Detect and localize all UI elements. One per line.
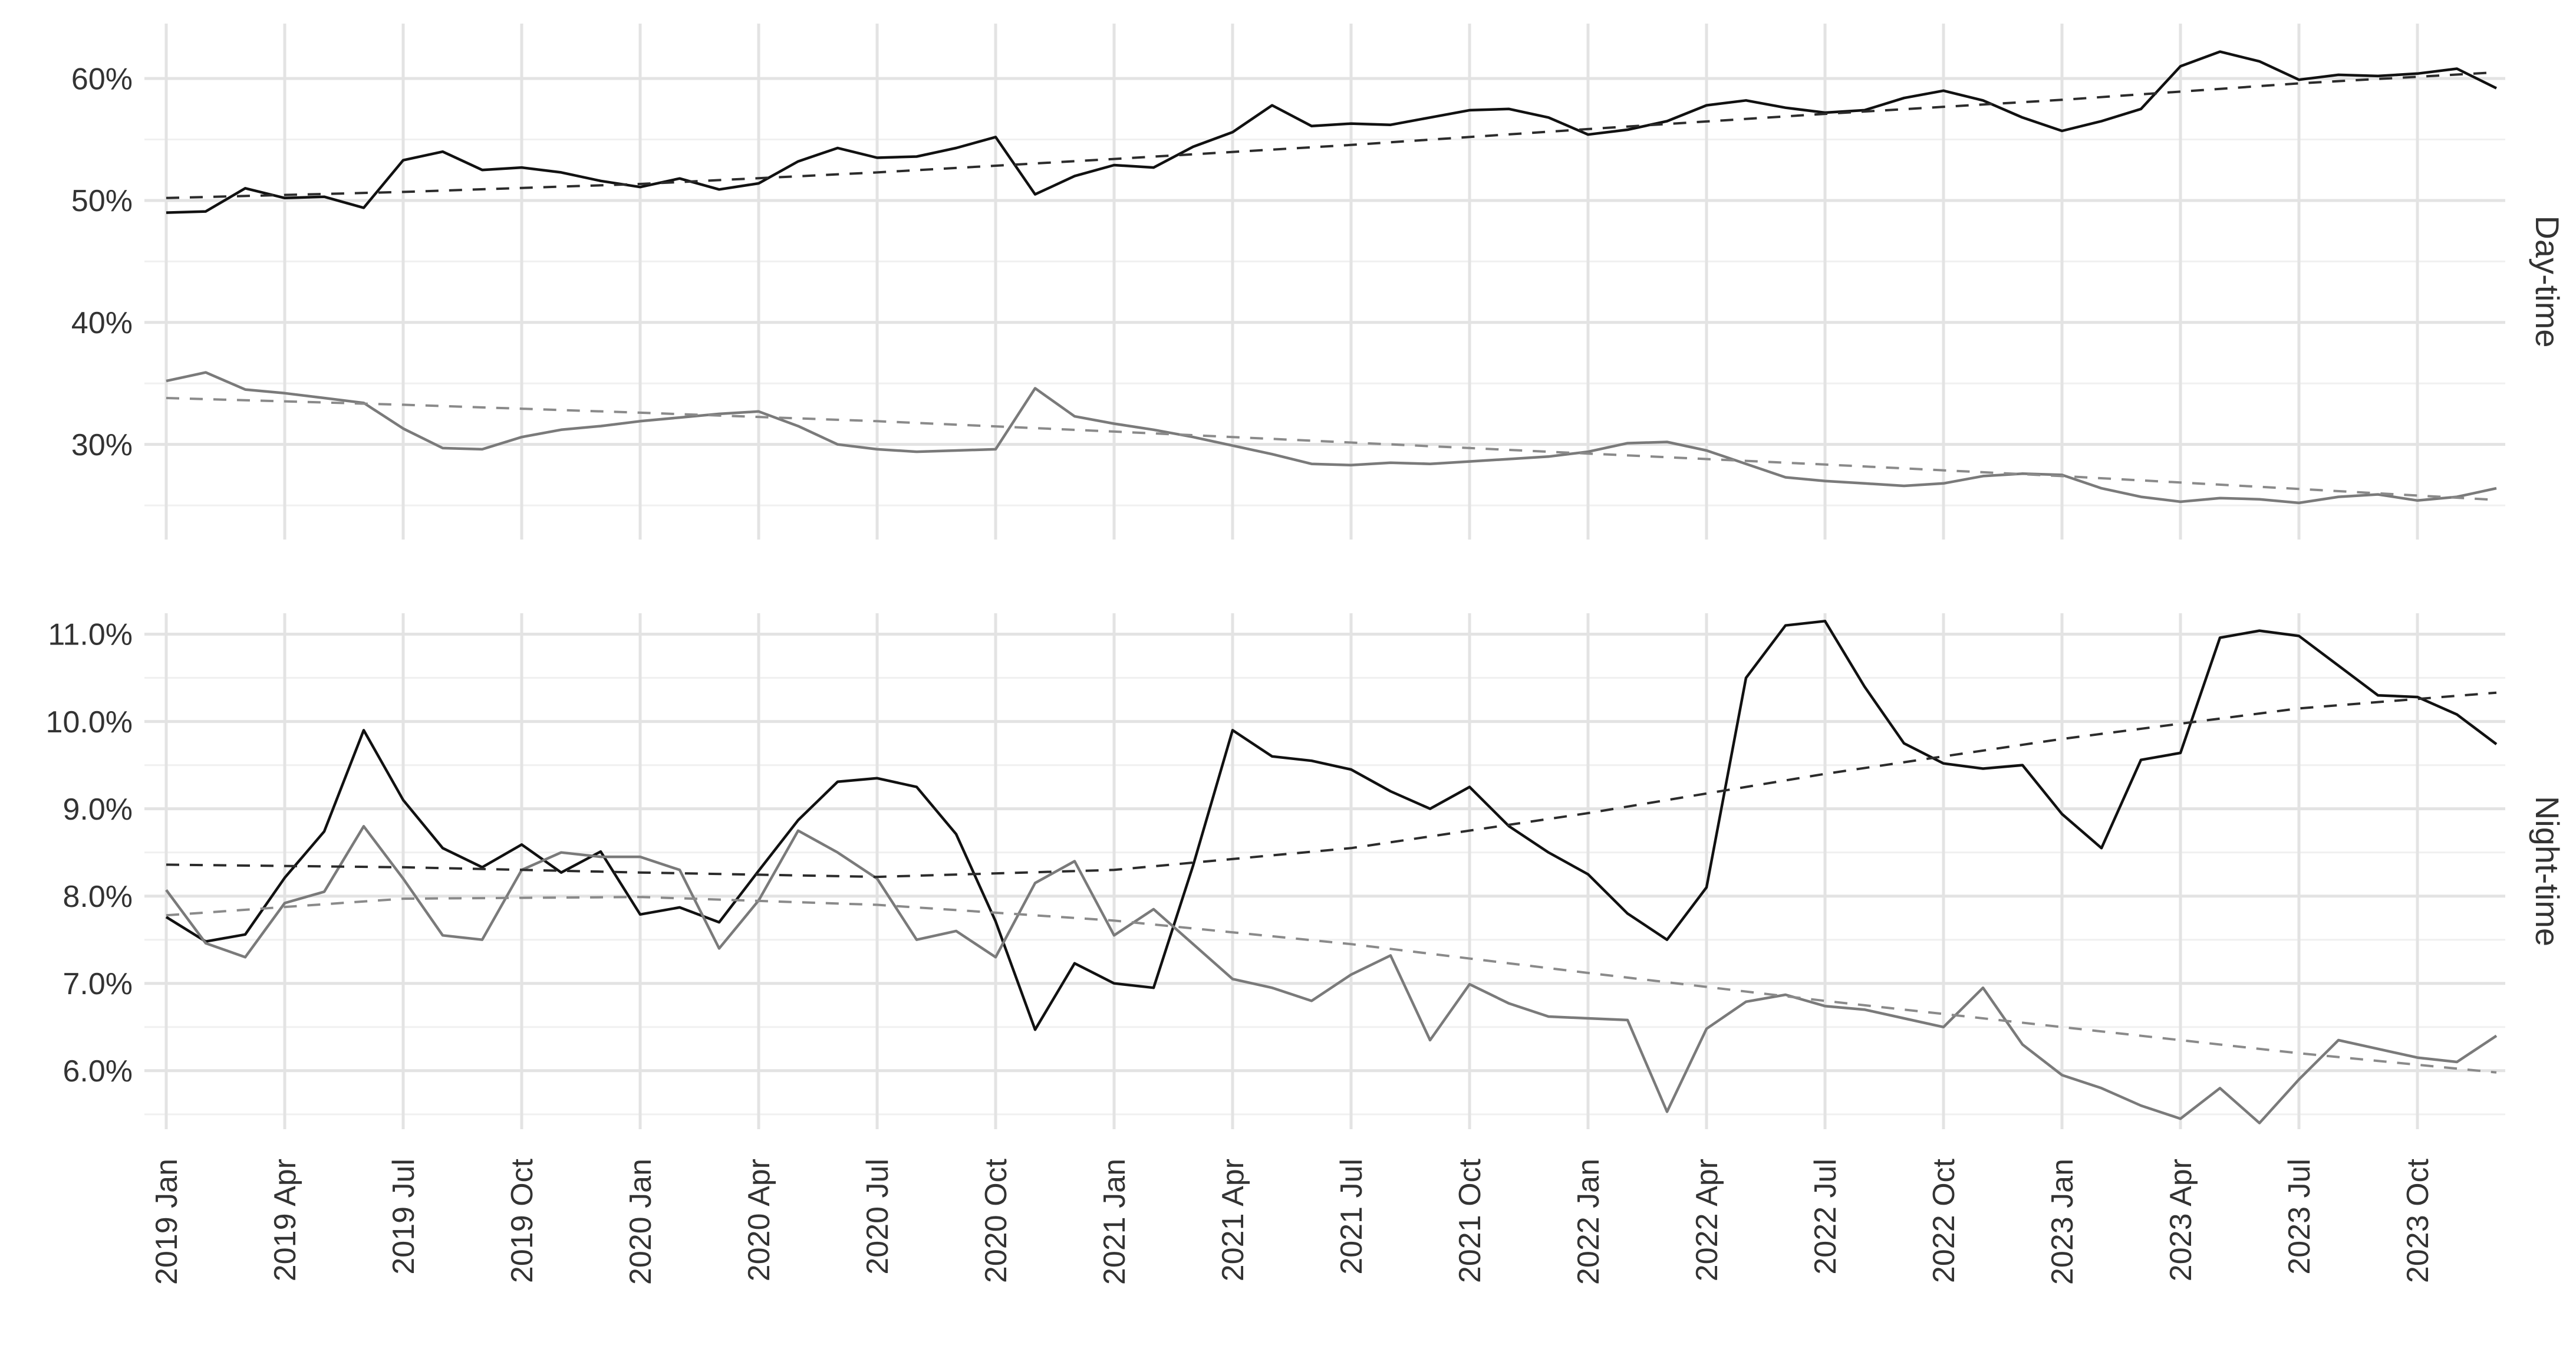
x-tick-label: 2019 Jan	[150, 1159, 184, 1285]
series-night-black-trend-dashed	[166, 691, 2497, 879]
panel-night-time: 11.0% 10.0% 9.0% 8.0% 7.0% 6.0% Night-time	[46, 613, 2566, 1129]
series-night-share-black-solid	[165, 620, 2498, 1031]
x-tick-label: 2019 Oct	[505, 1158, 539, 1283]
x-tick-label: 2022 Apr	[1690, 1159, 1724, 1281]
x-tick-label: 2023 Apr	[2164, 1159, 2198, 1281]
facet-label-night-time: Night-time	[2529, 796, 2566, 946]
series-night-share-gray-solid	[165, 825, 2498, 1124]
x-tick-label: 2023 Oct	[2401, 1158, 2435, 1283]
x-tick-label: 2020 Jul	[861, 1159, 895, 1275]
x-tick-label: 2021 Apr	[1216, 1159, 1250, 1281]
facet-label-day-time: Day-time	[2529, 215, 2566, 347]
series-day-gray-trend-dashed	[166, 397, 2497, 501]
x-tick-label: 2022 Oct	[1927, 1158, 1961, 1283]
y-tick-label: 30%	[71, 428, 133, 462]
series-day-share-black-solid	[166, 50, 2497, 214]
x-tick-label: 2019 Apr	[268, 1159, 302, 1281]
x-tick-label: 2021 Jul	[1335, 1159, 1369, 1275]
y-tick-label: 60%	[71, 62, 133, 96]
x-tick-label: 2020 Apr	[742, 1159, 776, 1281]
y-tick-label: 7.0%	[62, 967, 133, 1001]
x-tick-label: 2022 Jan	[1572, 1159, 1606, 1285]
y-tick-label: 10.0%	[46, 705, 133, 739]
panel-day-time: 60% 50% 40% 30% Day-time	[71, 24, 2566, 540]
y-tick-label: 6.0%	[62, 1054, 133, 1089]
y-tick-label: 50%	[71, 184, 133, 218]
x-tick-label: 2023 Jul	[2282, 1159, 2317, 1275]
y-tick-label: 40%	[71, 306, 133, 340]
x-tick-label: 2023 Jan	[2045, 1159, 2080, 1285]
x-tick-label: 2022 Jul	[1809, 1159, 1843, 1275]
y-tick-label: 11.0%	[48, 618, 133, 652]
x-tick-label: 2019 Jul	[387, 1159, 421, 1275]
y-tick-label: 9.0%	[62, 792, 133, 827]
y-tick-label: 8.0%	[62, 880, 133, 914]
x-tick-label: 2020 Oct	[979, 1158, 1013, 1283]
x-tick-label: 2020 Jan	[624, 1159, 658, 1285]
series-night-gray-trend-dashed	[166, 896, 2497, 1074]
x-tick-label: 2021 Jan	[1098, 1159, 1132, 1285]
x-tick-label: 2021 Oct	[1453, 1158, 1487, 1283]
series-day-share-gray-solid	[166, 371, 2497, 505]
series-day-black-trend-dashed	[166, 71, 2497, 199]
